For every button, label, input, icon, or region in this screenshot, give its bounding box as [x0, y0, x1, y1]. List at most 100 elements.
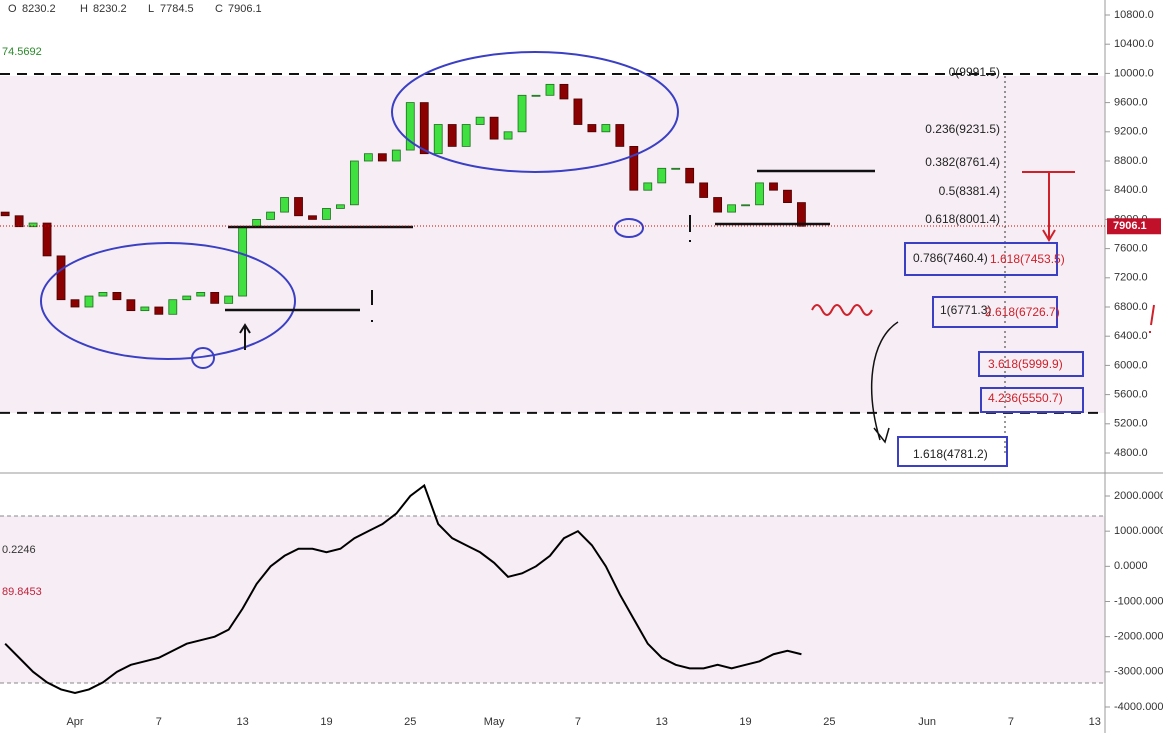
candle-body	[713, 197, 723, 213]
candle-body	[252, 218, 262, 228]
y-tick-label: 4800.0	[1114, 447, 1148, 459]
readout: 0.2246	[2, 544, 36, 556]
candle-body	[84, 295, 94, 308]
x-tick-label: 13	[656, 716, 668, 728]
ext-label: 3.618(5999.9)	[988, 357, 1063, 371]
x-tick-label: 19	[739, 716, 751, 728]
candle-body	[601, 124, 611, 133]
arrow	[1022, 171, 1075, 242]
candle-body	[0, 211, 10, 217]
ext-label: 1.618(7453.5)	[990, 252, 1065, 266]
x-tick-label: 13	[1089, 716, 1101, 728]
ext-label: 4.236(5550.7)	[988, 391, 1063, 405]
oscillator-line	[4, 483, 802, 694]
annotations	[0, 51, 1155, 467]
price-tag-label: 7906.1	[1113, 220, 1147, 232]
fib-label: 1.618(4781.2)	[913, 447, 988, 461]
mark	[371, 215, 691, 322]
candle-body	[182, 295, 192, 301]
price-tag	[1107, 218, 1161, 235]
candle-body	[14, 215, 24, 228]
y-tick-label: -4000.0000	[1114, 701, 1163, 713]
candle-body	[741, 204, 750, 207]
candle-body	[308, 215, 317, 220]
ohlc-value: 7784.5	[160, 3, 194, 15]
x-tick-label: 19	[320, 716, 332, 728]
x-tick-label: 7	[575, 716, 581, 728]
candle-body	[266, 211, 275, 220]
candle-body	[517, 94, 527, 133]
osc-shade	[0, 516, 1105, 683]
candle-body	[769, 182, 778, 191]
y-tick-label: 6000.0	[1114, 359, 1148, 371]
candle-body	[28, 222, 38, 228]
x-tick-label: 7	[1008, 716, 1014, 728]
candle-body	[615, 124, 625, 147]
y-tick-label: 9600.0	[1114, 97, 1148, 109]
ohlc-value: 7906.1	[228, 3, 262, 15]
candle-body	[322, 208, 331, 220]
candle-body	[42, 222, 52, 257]
y-tick-label: 10000.0	[1114, 67, 1154, 79]
candle-body	[433, 124, 443, 155]
x-tick-label: 25	[404, 716, 416, 728]
candle-body	[391, 149, 401, 162]
marks: 4800.05200.05600.06000.06400.06800.07200…	[0, 9, 1163, 728]
x-tick-label: 13	[237, 716, 249, 728]
ellipse	[391, 51, 679, 173]
candle-body	[783, 189, 792, 203]
candle-body	[797, 202, 806, 227]
candle-body	[727, 204, 736, 213]
y-tick-label: -2000.0000	[1114, 631, 1163, 643]
candle-body	[238, 226, 248, 297]
ohlc-key: C	[215, 3, 223, 15]
candle-body	[196, 291, 206, 297]
candle-body	[447, 124, 457, 147]
readout: 74.5692	[2, 46, 42, 58]
y-tick-label: 2000.0000	[1114, 490, 1163, 502]
x-tick-label: 25	[823, 716, 835, 728]
y-tick-label: 7200.0	[1114, 272, 1148, 284]
x-tick-label: May	[484, 716, 505, 728]
label-box	[897, 436, 1008, 467]
y-tick-label: 8400.0	[1114, 184, 1148, 196]
candle-body	[629, 145, 639, 191]
mark	[1149, 304, 1155, 333]
candle-body	[419, 102, 429, 155]
y-tick-label: 0.0000	[1114, 560, 1148, 572]
candle-body	[294, 197, 303, 217]
label-box	[904, 242, 1058, 276]
candle-body	[56, 255, 66, 301]
candle-body	[489, 116, 499, 140]
candle-body	[377, 153, 387, 162]
y-tick-label: 5200.0	[1114, 418, 1148, 430]
y-tick-label: 6400.0	[1114, 330, 1148, 342]
y-tick-label: 7600.0	[1114, 243, 1148, 255]
candle-body	[475, 116, 485, 125]
label-box	[978, 351, 1084, 377]
y-tick-label: 9200.0	[1114, 126, 1148, 138]
y-tick-label: -1000.0000	[1114, 595, 1163, 607]
header: O 8230.2 H 8230.2 L 7784.5 C 7906.1 74.5…	[2, 3, 262, 598]
ext-label: 2.618(6726.7)	[985, 305, 1060, 319]
arrow	[871, 321, 899, 444]
candle-body	[210, 291, 220, 304]
candle-body	[112, 291, 122, 301]
candle-body	[405, 102, 415, 151]
fib-label: 0.382(8761.4)	[925, 155, 1000, 169]
candle-body	[559, 83, 569, 100]
candle-body	[154, 306, 164, 315]
candle-body	[98, 291, 108, 297]
ellipse	[40, 242, 296, 360]
candle-body	[643, 182, 653, 191]
candle-body	[349, 160, 359, 206]
fib-labels: 0(9991.5) 0.236(9231.5) 0.382(8761.4) 0.…	[913, 65, 1065, 461]
candle-body	[657, 167, 667, 184]
candle-body	[280, 197, 289, 213]
y-tick-label: 1000.0000	[1114, 525, 1163, 537]
y-tick-label: -3000.0000	[1114, 666, 1163, 678]
candle-body	[363, 153, 373, 162]
label-box	[980, 387, 1084, 413]
candle-body	[168, 299, 178, 315]
